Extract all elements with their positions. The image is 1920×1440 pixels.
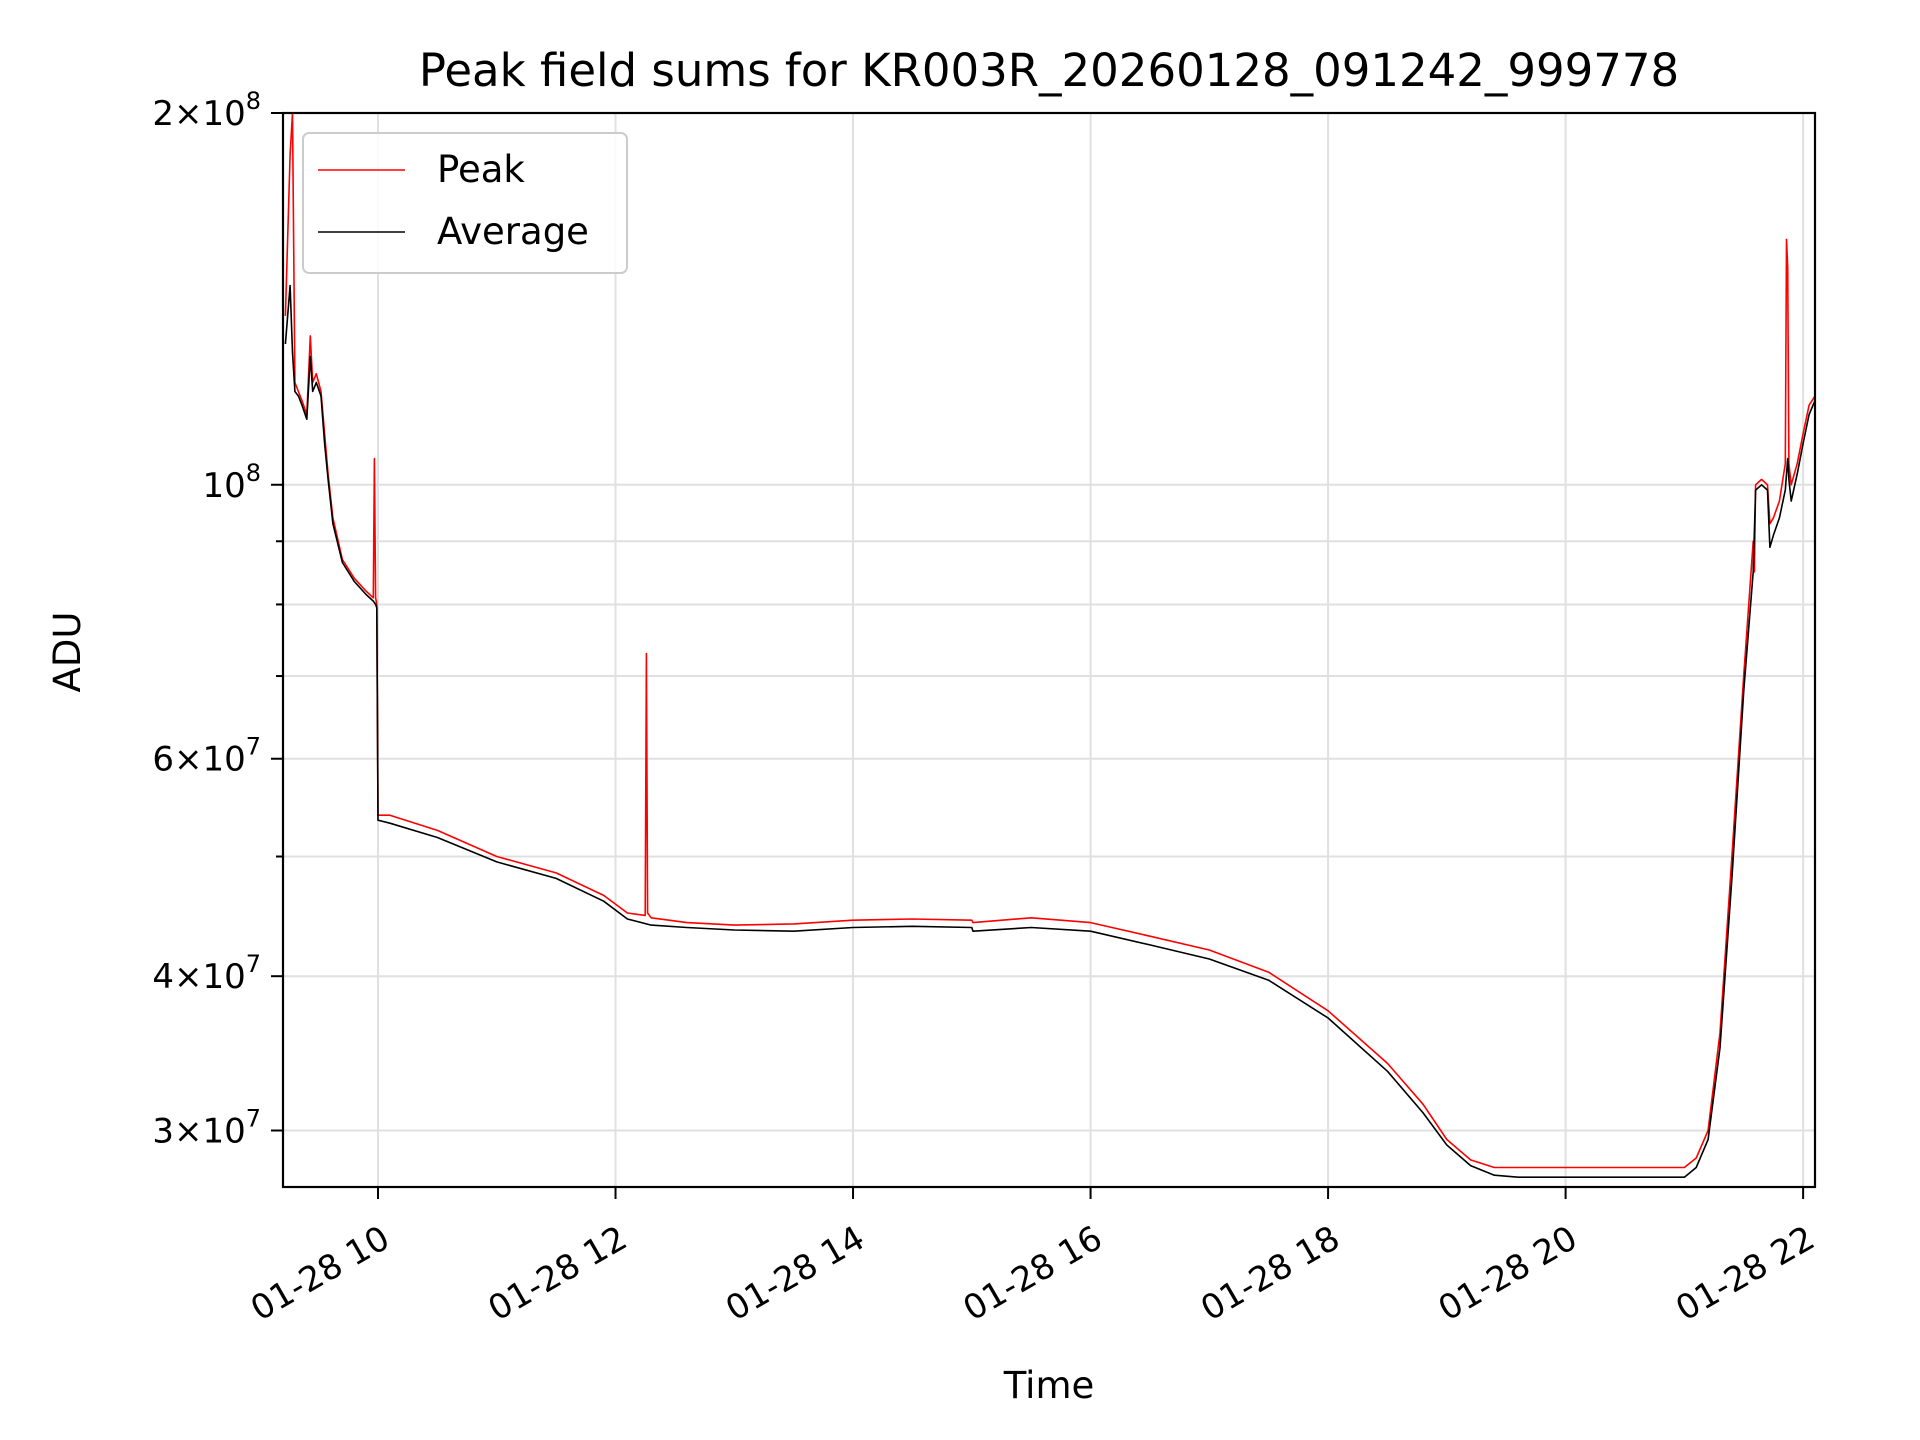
legend-box [302,132,628,274]
legend: Peak Average [302,132,628,274]
y-tick-label: 108 [202,459,261,506]
y-tick-label: 3×107 [152,1104,261,1151]
x-axis-label: Time [1003,1364,1095,1407]
grid [283,112,1815,1187]
legend-peak-label: Peak [437,148,525,191]
chart-title: Peak field sums for KR003R_20260128_0912… [419,44,1679,97]
legend-average-label: Average [437,210,589,253]
y-tick-label: 2×108 [152,87,261,134]
y-axis-label: ADU [46,612,89,693]
y-tick-label: 6×107 [152,733,261,780]
series-line-average [284,284,1816,1178]
y-tick-label: 4×107 [152,950,261,997]
series-group [284,112,1816,1178]
y-axis-ticks: 3×107 4×107 6×107 108 2×108 [152,87,283,1151]
plot-area-frame [281,111,1817,1189]
